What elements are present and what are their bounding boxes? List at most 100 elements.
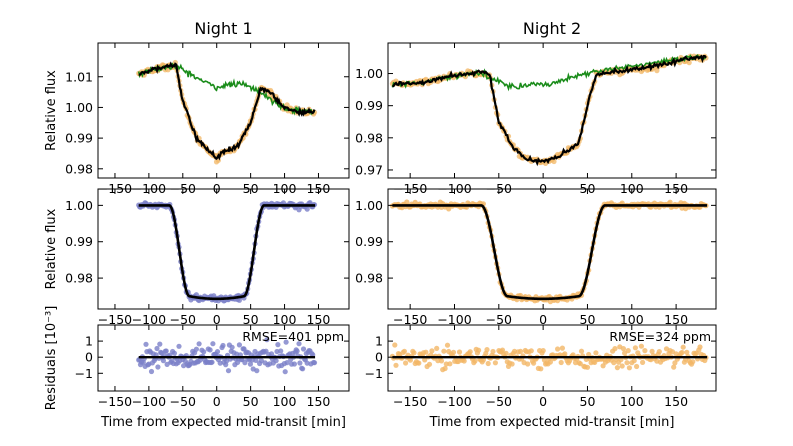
- x-tick-label: −150: [393, 312, 427, 327]
- transit-model-line: [138, 204, 316, 301]
- data-point: [273, 358, 279, 364]
- panel-night2-detrended: −150 −100 −50 0 50 100 150 0.98 0.99 1.00: [355, 188, 717, 327]
- data-point: [275, 342, 281, 348]
- data-point: [283, 339, 289, 345]
- data-point: [422, 357, 428, 363]
- plot-area: [389, 53, 709, 167]
- x-tick-label: 100: [620, 312, 644, 327]
- data-point: [555, 346, 561, 352]
- data-point: [148, 368, 155, 375]
- data-point: [311, 360, 318, 366]
- data-point: [509, 361, 515, 367]
- data-point: [154, 345, 160, 352]
- axes-frame: [387, 42, 717, 179]
- data-point: [214, 349, 221, 355]
- model-line: [392, 54, 707, 167]
- data-point: [403, 360, 409, 366]
- data-point: [649, 348, 655, 354]
- data-point: [210, 341, 216, 347]
- data-point: [441, 348, 447, 354]
- y-axis-label: Relative flux: [44, 208, 59, 289]
- data-point: [503, 350, 509, 356]
- y-tick-label: 0: [85, 350, 93, 365]
- data-point: [684, 349, 690, 355]
- plot-area: [389, 342, 709, 373]
- data-point: [220, 342, 226, 349]
- data-point: [612, 346, 618, 352]
- data-point: [236, 342, 242, 348]
- data-point: [697, 344, 703, 350]
- y-tick-label: 0: [375, 350, 383, 365]
- data-point: [300, 366, 306, 372]
- data-point: [600, 363, 606, 369]
- data-point: [401, 348, 407, 354]
- data-point: [155, 364, 161, 370]
- x-tick-label: −50: [170, 312, 196, 327]
- x-tick-label: 0: [213, 312, 221, 327]
- data-point: [686, 60, 692, 66]
- panel-night2-raw: −150 −100 −50 0 50 100 1500.970.980.991.00Nigh…: [355, 19, 717, 196]
- data-point: [547, 359, 554, 365]
- data-point: [392, 342, 398, 348]
- data-point: [247, 361, 253, 367]
- data-point: [656, 349, 662, 355]
- data-point: [225, 368, 232, 374]
- x-tick-label: −100: [437, 312, 471, 327]
- x-tick-label: −50: [170, 394, 196, 409]
- data-point: [680, 344, 686, 350]
- data-point: [456, 349, 463, 355]
- data-point: [171, 350, 177, 356]
- y-axis-label: Residuals [10⁻³]: [44, 306, 59, 411]
- data-point: [499, 347, 506, 353]
- x-tick-label: 100: [273, 394, 297, 409]
- data-point: [157, 341, 163, 347]
- data-point: [143, 341, 149, 347]
- plot-area: [136, 59, 318, 165]
- data-point: [411, 350, 417, 356]
- x-tick-label: 0: [539, 394, 547, 409]
- data-point: [586, 351, 592, 358]
- y-tick-label: 1.00: [355, 66, 383, 81]
- data-point: [176, 343, 182, 349]
- y-tick-label: 0.98: [355, 271, 383, 286]
- data-point: [619, 363, 625, 369]
- data-point: [558, 359, 564, 366]
- axes-frame: [387, 188, 717, 310]
- x-tick-label: −50: [486, 394, 512, 409]
- model-line: [138, 61, 316, 161]
- data-point: [444, 342, 451, 348]
- data-point: [485, 360, 491, 367]
- plot-area: [136, 337, 318, 375]
- data-point: [476, 347, 482, 353]
- x-axis-label: Time from expected mid-transit [min]: [100, 415, 346, 430]
- y-tick-label: 0.97: [355, 162, 383, 177]
- panel-night1-raw: −150 −100 −50 0 50 100 1500.980.991.001.01Nigh…: [44, 19, 350, 196]
- data-point: [264, 337, 270, 343]
- y-tick-label: 1: [85, 334, 93, 349]
- data-point: [538, 366, 544, 372]
- data-point: [450, 349, 457, 355]
- data-point: [416, 360, 422, 366]
- x-tick-label: 50: [580, 312, 596, 327]
- data-point: [284, 360, 290, 366]
- data-point: [634, 363, 640, 370]
- x-tick-label: 0: [539, 312, 547, 327]
- data-point: [631, 358, 637, 364]
- data-point: [672, 360, 678, 366]
- plot-area: [389, 199, 709, 305]
- rmse-label: RMSE=401 ppm: [242, 329, 344, 344]
- data-point: [282, 369, 288, 375]
- data-point: [679, 349, 685, 356]
- data-point: [296, 341, 302, 347]
- y-tick-label: −1: [75, 366, 93, 381]
- data-point: [577, 361, 583, 367]
- y-tick-label: 1.01: [65, 69, 93, 84]
- panel-title: Night 1: [194, 19, 252, 38]
- data-point: [642, 348, 648, 354]
- x-tick-label: 50: [243, 312, 259, 327]
- data-point: [490, 348, 496, 355]
- data-point: [467, 349, 473, 355]
- data-point: [540, 348, 546, 354]
- x-tick-label: 150: [307, 394, 331, 409]
